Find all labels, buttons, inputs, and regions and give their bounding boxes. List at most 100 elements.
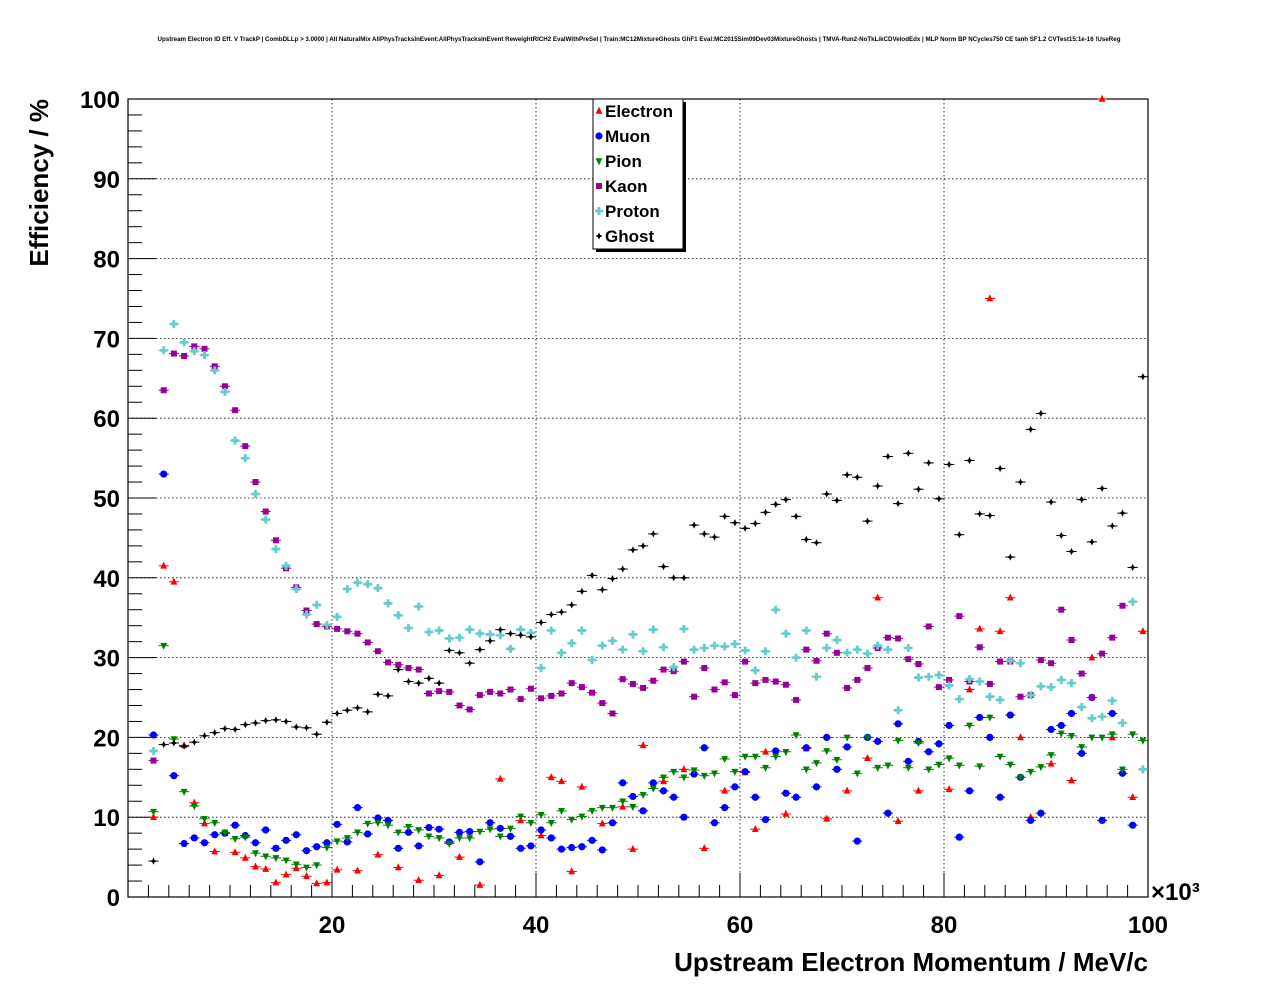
y-tick-label: 90 bbox=[93, 167, 120, 194]
legend-label: Electron bbox=[605, 102, 673, 121]
data-point bbox=[474, 629, 485, 638]
ghost-marker bbox=[384, 692, 392, 700]
proton-marker bbox=[608, 636, 617, 645]
data-point bbox=[536, 695, 547, 702]
data-point bbox=[984, 714, 995, 722]
data-point bbox=[740, 646, 751, 655]
data-point bbox=[627, 546, 638, 554]
ghost-marker bbox=[435, 679, 443, 687]
kaon-marker bbox=[864, 664, 871, 671]
data-point bbox=[597, 846, 608, 854]
data-point bbox=[556, 648, 567, 657]
muon-marker bbox=[945, 721, 953, 730]
ghost-marker bbox=[802, 535, 810, 544]
muon-marker bbox=[823, 733, 831, 742]
data-point bbox=[413, 666, 424, 673]
ghost-marker bbox=[506, 630, 515, 638]
data-point bbox=[260, 826, 271, 834]
electron-marker bbox=[864, 753, 871, 761]
proton-marker bbox=[843, 648, 852, 657]
data-point bbox=[852, 473, 863, 481]
kaon-marker bbox=[425, 690, 432, 697]
kaon-marker bbox=[997, 658, 1004, 665]
data-point bbox=[189, 803, 200, 811]
data-point bbox=[811, 657, 822, 664]
data-point bbox=[627, 630, 638, 639]
muon-marker bbox=[231, 821, 239, 829]
ghost-marker bbox=[598, 586, 606, 594]
ghost-marker bbox=[292, 723, 300, 731]
ghost-marker bbox=[1016, 478, 1025, 486]
ghost-marker bbox=[588, 571, 596, 580]
kaon-marker bbox=[680, 658, 687, 665]
legend-marker-electron bbox=[595, 106, 603, 114]
muon-marker bbox=[792, 793, 800, 801]
proton-marker bbox=[710, 641, 719, 650]
pion-marker bbox=[1068, 733, 1075, 741]
data-point bbox=[485, 630, 496, 639]
proton-marker bbox=[1098, 712, 1107, 721]
ghost-marker bbox=[731, 519, 739, 527]
kaon-marker bbox=[446, 688, 453, 695]
legend-label: Kaon bbox=[605, 177, 648, 196]
data-point bbox=[699, 772, 710, 780]
kaon-marker bbox=[415, 666, 422, 673]
data-point bbox=[352, 578, 363, 587]
legend-marker-pion bbox=[595, 158, 603, 166]
ghost-marker bbox=[445, 646, 453, 655]
data-point bbox=[209, 729, 220, 737]
data-point bbox=[1086, 653, 1097, 661]
ghost-marker bbox=[180, 742, 188, 750]
proton-marker bbox=[414, 602, 423, 611]
ghost-marker bbox=[894, 499, 902, 508]
pion-marker bbox=[823, 748, 831, 756]
muon-marker bbox=[323, 839, 331, 847]
proton-marker bbox=[282, 561, 291, 570]
data-point bbox=[230, 821, 241, 829]
data-point bbox=[515, 696, 526, 703]
proton-marker bbox=[659, 643, 668, 652]
proton-marker bbox=[200, 351, 209, 360]
data-point bbox=[505, 825, 516, 833]
data-point bbox=[383, 599, 394, 608]
data-point bbox=[250, 479, 261, 486]
data-point bbox=[485, 637, 496, 645]
kaon-marker bbox=[895, 635, 902, 642]
pion-marker bbox=[904, 764, 912, 772]
data-point bbox=[974, 677, 985, 686]
data-point bbox=[638, 542, 649, 550]
data-point bbox=[179, 742, 190, 750]
ghost-marker bbox=[302, 724, 311, 732]
ghost-marker bbox=[374, 690, 382, 698]
ghost-marker bbox=[323, 718, 331, 726]
data-point bbox=[1035, 656, 1046, 663]
muon-marker bbox=[476, 858, 484, 866]
pion-marker bbox=[405, 823, 412, 831]
electron-marker bbox=[996, 627, 1004, 635]
pion-marker bbox=[670, 768, 678, 776]
data-point bbox=[464, 835, 475, 843]
data-point bbox=[689, 767, 700, 775]
muon-marker bbox=[812, 783, 821, 791]
proton-marker bbox=[802, 626, 811, 635]
data-point bbox=[311, 879, 322, 887]
kaon-marker bbox=[619, 676, 626, 683]
kaon-marker bbox=[497, 690, 504, 697]
data-point bbox=[1046, 498, 1057, 506]
ghost-marker bbox=[415, 679, 423, 687]
data-point bbox=[546, 610, 557, 619]
data-point bbox=[260, 864, 271, 872]
kaon-marker bbox=[262, 508, 269, 515]
proton-marker bbox=[537, 663, 546, 672]
pion-marker bbox=[874, 764, 882, 772]
proton-marker bbox=[588, 655, 597, 664]
ghost-marker bbox=[486, 637, 494, 645]
pion-marker bbox=[751, 753, 759, 761]
data-point bbox=[760, 647, 771, 656]
muon-marker bbox=[1027, 816, 1035, 824]
pion-marker bbox=[1139, 737, 1147, 745]
data-point bbox=[821, 490, 832, 498]
data-point bbox=[933, 684, 944, 691]
data-point bbox=[270, 878, 281, 886]
data-point bbox=[342, 835, 353, 843]
